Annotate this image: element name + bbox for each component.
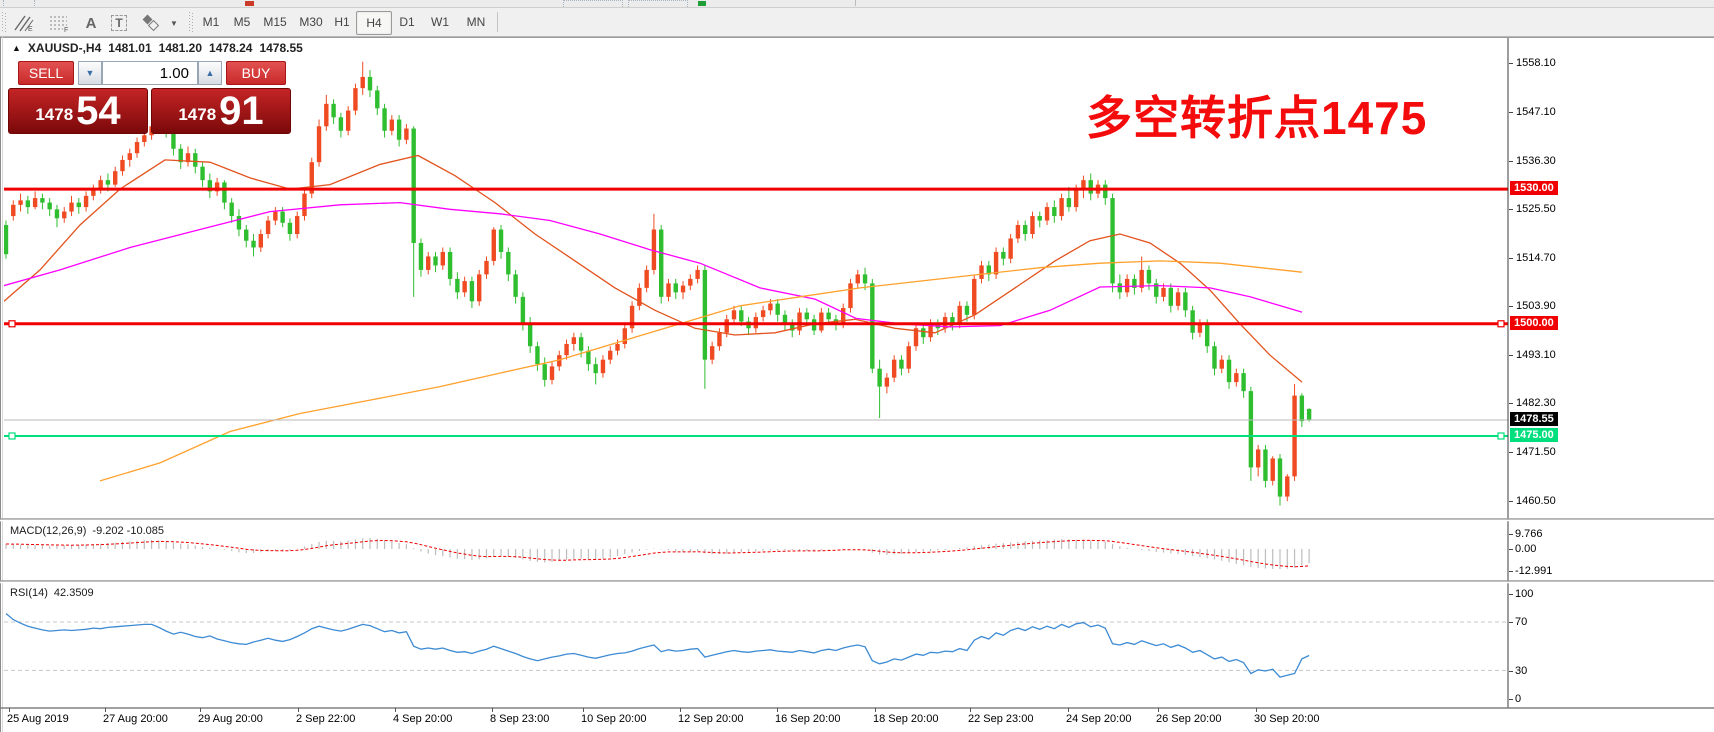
- main-chart-panel: [4, 61, 1508, 506]
- chevron-down-icon: ▼: [170, 18, 178, 28]
- timeframe-button-h1[interactable]: H1: [334, 15, 350, 29]
- text-box-icon: T: [111, 15, 127, 31]
- buy-price-box[interactable]: 1478 91: [151, 88, 291, 134]
- macd-panel: [5, 537, 1310, 570]
- buy-button-label: BUY: [241, 65, 271, 81]
- symbol-period-label: XAUUSD-,H4: [27, 41, 102, 55]
- chevron-down-icon: ▼: [85, 68, 95, 78]
- macd-panel-title: MACD(12,26,9) -9.202 -10.085: [10, 525, 164, 537]
- top-toolbar-sliver: [0, 0, 1714, 8]
- fibonacci-tool-button[interactable]: F: [44, 10, 76, 36]
- timeframe-button-w1[interactable]: W1: [431, 15, 449, 29]
- ma-slow-orange: [99, 260, 1303, 482]
- toolbar-drag-handle[interactable]: [189, 12, 193, 32]
- volume-input[interactable]: 1.00: [102, 61, 198, 85]
- text-label-icon: A: [85, 14, 97, 32]
- fibonacci-icon: F: [50, 16, 68, 32]
- timeframe-button-d1[interactable]: D1: [399, 15, 415, 29]
- timeframe-button-mn[interactable]: MN: [466, 15, 486, 29]
- chart-window: [0, 37, 1714, 732]
- svg-text:F: F: [64, 27, 68, 32]
- toolbar-fragment: [698, 1, 706, 6]
- text-box-tool-button[interactable]: T: [104, 10, 134, 36]
- arrange-objects-dropdown-caret[interactable]: ▼: [166, 10, 182, 36]
- sell-price-small: 1478: [35, 105, 74, 124]
- rsi-line: [5, 613, 1310, 678]
- rsi-label: RSI(14): [10, 587, 48, 599]
- volume-stepper-up[interactable]: ▲: [198, 61, 222, 85]
- text-label-tool-button[interactable]: A: [78, 10, 104, 36]
- timeframe-button-m5[interactable]: M5: [233, 15, 251, 29]
- chevron-up-icon: ▲: [205, 68, 215, 78]
- equidistant-channel-tool-button[interactable]: E: [8, 10, 40, 36]
- buy-button[interactable]: BUY: [226, 61, 286, 85]
- ohlc-open: 1481.01: [108, 41, 152, 55]
- volume-stepper-down[interactable]: ▼: [78, 61, 102, 85]
- equidistant-channel-icon: E: [14, 15, 34, 32]
- toolbar-fragment: [628, 0, 688, 7]
- sell-price-box[interactable]: 1478 54: [8, 88, 148, 134]
- sell-button-label: SELL: [28, 65, 64, 81]
- timeframe-button-m1[interactable]: M1: [202, 15, 220, 29]
- rsi-panel: [4, 613, 1508, 678]
- toolbar: E F A T ▼ M1 M5 M15 M30 H1 H4 D1 W1 MN: [0, 8, 1714, 37]
- volume-value: 1.00: [159, 64, 189, 82]
- arrange-objects-icon: [142, 14, 160, 32]
- buy-price-small: 1478: [178, 105, 217, 124]
- ma-medium-magenta: [4, 201, 1303, 328]
- ohlc-close: 1478.55: [259, 41, 303, 55]
- macd-label: MACD(12,26,9): [10, 525, 87, 537]
- ohlc-low: 1478.24: [209, 41, 253, 55]
- toolbar-separator: [497, 12, 498, 32]
- toolbar-fragment: [245, 1, 254, 6]
- macd-signal-line: [5, 539, 1310, 568]
- window-border: [0, 37, 1, 732]
- toolbar-fragment: [563, 0, 623, 7]
- toolbar-fragment: [3, 0, 35, 6]
- svg-text:E: E: [28, 26, 33, 32]
- macd-values: -9.202 -10.085: [92, 525, 164, 537]
- timeframe-button-h4[interactable]: H4: [356, 11, 392, 35]
- toolbar-fragment: [855, 0, 856, 6]
- timeframe-button-m30[interactable]: M30: [299, 15, 323, 29]
- timeframe-button-m15[interactable]: M15: [263, 15, 287, 29]
- rsi-panel-title: RSI(14) 42.3509: [10, 587, 94, 599]
- sell-price-big: 54: [76, 89, 121, 133]
- toolbar-drag-handle[interactable]: [2, 12, 6, 32]
- arrange-objects-tool-button[interactable]: [136, 10, 166, 36]
- buy-price-big: 91: [219, 89, 264, 133]
- ma-fast-red: [4, 154, 1303, 383]
- window-border: [2, 37, 3, 732]
- collapse-panel-icon[interactable]: ▲: [12, 43, 21, 53]
- annotation-text: 多空转折点1475: [1086, 92, 1428, 144]
- rsi-value: 42.3509: [53, 587, 94, 599]
- sell-button[interactable]: SELL: [18, 61, 74, 85]
- chart-header: ▲ XAUUSD-,H4 1481.01 1481.20 1478.24 147…: [12, 41, 303, 55]
- ohlc-high: 1481.20: [158, 41, 203, 55]
